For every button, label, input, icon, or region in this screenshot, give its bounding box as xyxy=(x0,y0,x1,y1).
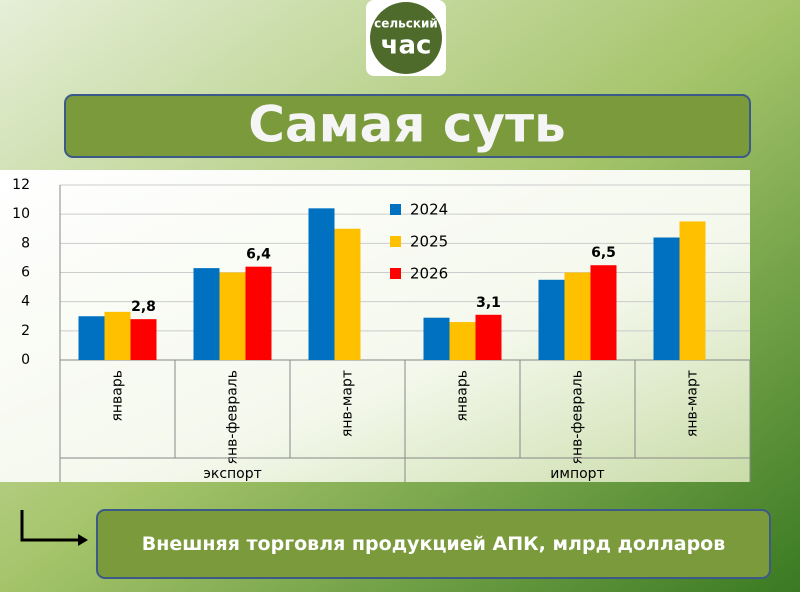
bar xyxy=(193,268,220,360)
bar xyxy=(475,314,502,360)
x-tick-label: янв-март xyxy=(685,370,701,437)
bar xyxy=(653,237,680,360)
bar xyxy=(245,266,272,360)
legend-label: 2026 xyxy=(410,265,448,283)
chart: 0 2 4 6 8 10 12 январь янв-февраль янв-март январь… xyxy=(12,177,751,482)
x-tick-label: янв-март xyxy=(340,370,356,437)
value-label: 6,5 xyxy=(591,245,616,261)
bar xyxy=(308,208,335,360)
x-group-label: импорт xyxy=(550,466,604,482)
logo-top: сельский xyxy=(374,17,438,31)
bar xyxy=(219,272,246,360)
bar xyxy=(564,272,591,360)
x-tick-label: янв-февраль xyxy=(225,370,241,464)
bar xyxy=(423,317,450,360)
title-box xyxy=(64,94,751,158)
bar xyxy=(130,319,157,360)
bar xyxy=(334,228,361,360)
bar xyxy=(538,279,565,360)
caption-wrap: Внешняя торговля продукцией АПК, млрд до… xyxy=(141,532,726,555)
arrow-head xyxy=(78,534,88,546)
bar xyxy=(679,221,706,360)
y-tick-label: 2 xyxy=(21,323,30,339)
y-tick-label: 6 xyxy=(21,265,30,281)
y-tick-label: 8 xyxy=(21,235,30,251)
y-tick-label: 12 xyxy=(12,177,30,193)
x-tick-label: янв-февраль xyxy=(570,370,586,464)
bar xyxy=(449,322,476,360)
legend-swatch xyxy=(390,268,401,279)
legend-swatch xyxy=(390,204,401,215)
x-tick-label: январь xyxy=(110,370,126,422)
y-tick-label: 4 xyxy=(21,294,30,310)
bar xyxy=(104,311,131,360)
legend-swatch xyxy=(390,236,401,247)
y-tick-label: 10 xyxy=(12,206,30,222)
arrow xyxy=(20,510,86,542)
x-tick-label: январь xyxy=(455,370,471,422)
caption-box xyxy=(96,509,771,579)
value-label: 3,1 xyxy=(476,295,501,311)
caption: Внешняя торговля продукцией АПК, млрд до… xyxy=(141,532,726,555)
value-label: 2,8 xyxy=(131,299,156,315)
legend-label: 2025 xyxy=(410,233,448,251)
bar xyxy=(590,265,617,360)
legend-label: 2024 xyxy=(410,201,448,219)
x-group-label: экспорт xyxy=(203,466,262,482)
logo-main: час xyxy=(381,31,432,61)
logo xyxy=(370,2,442,74)
bar xyxy=(78,316,105,360)
value-label: 6,4 xyxy=(246,247,271,263)
y-tick-label: 0 xyxy=(21,352,30,368)
title: Самая суть xyxy=(248,96,565,154)
